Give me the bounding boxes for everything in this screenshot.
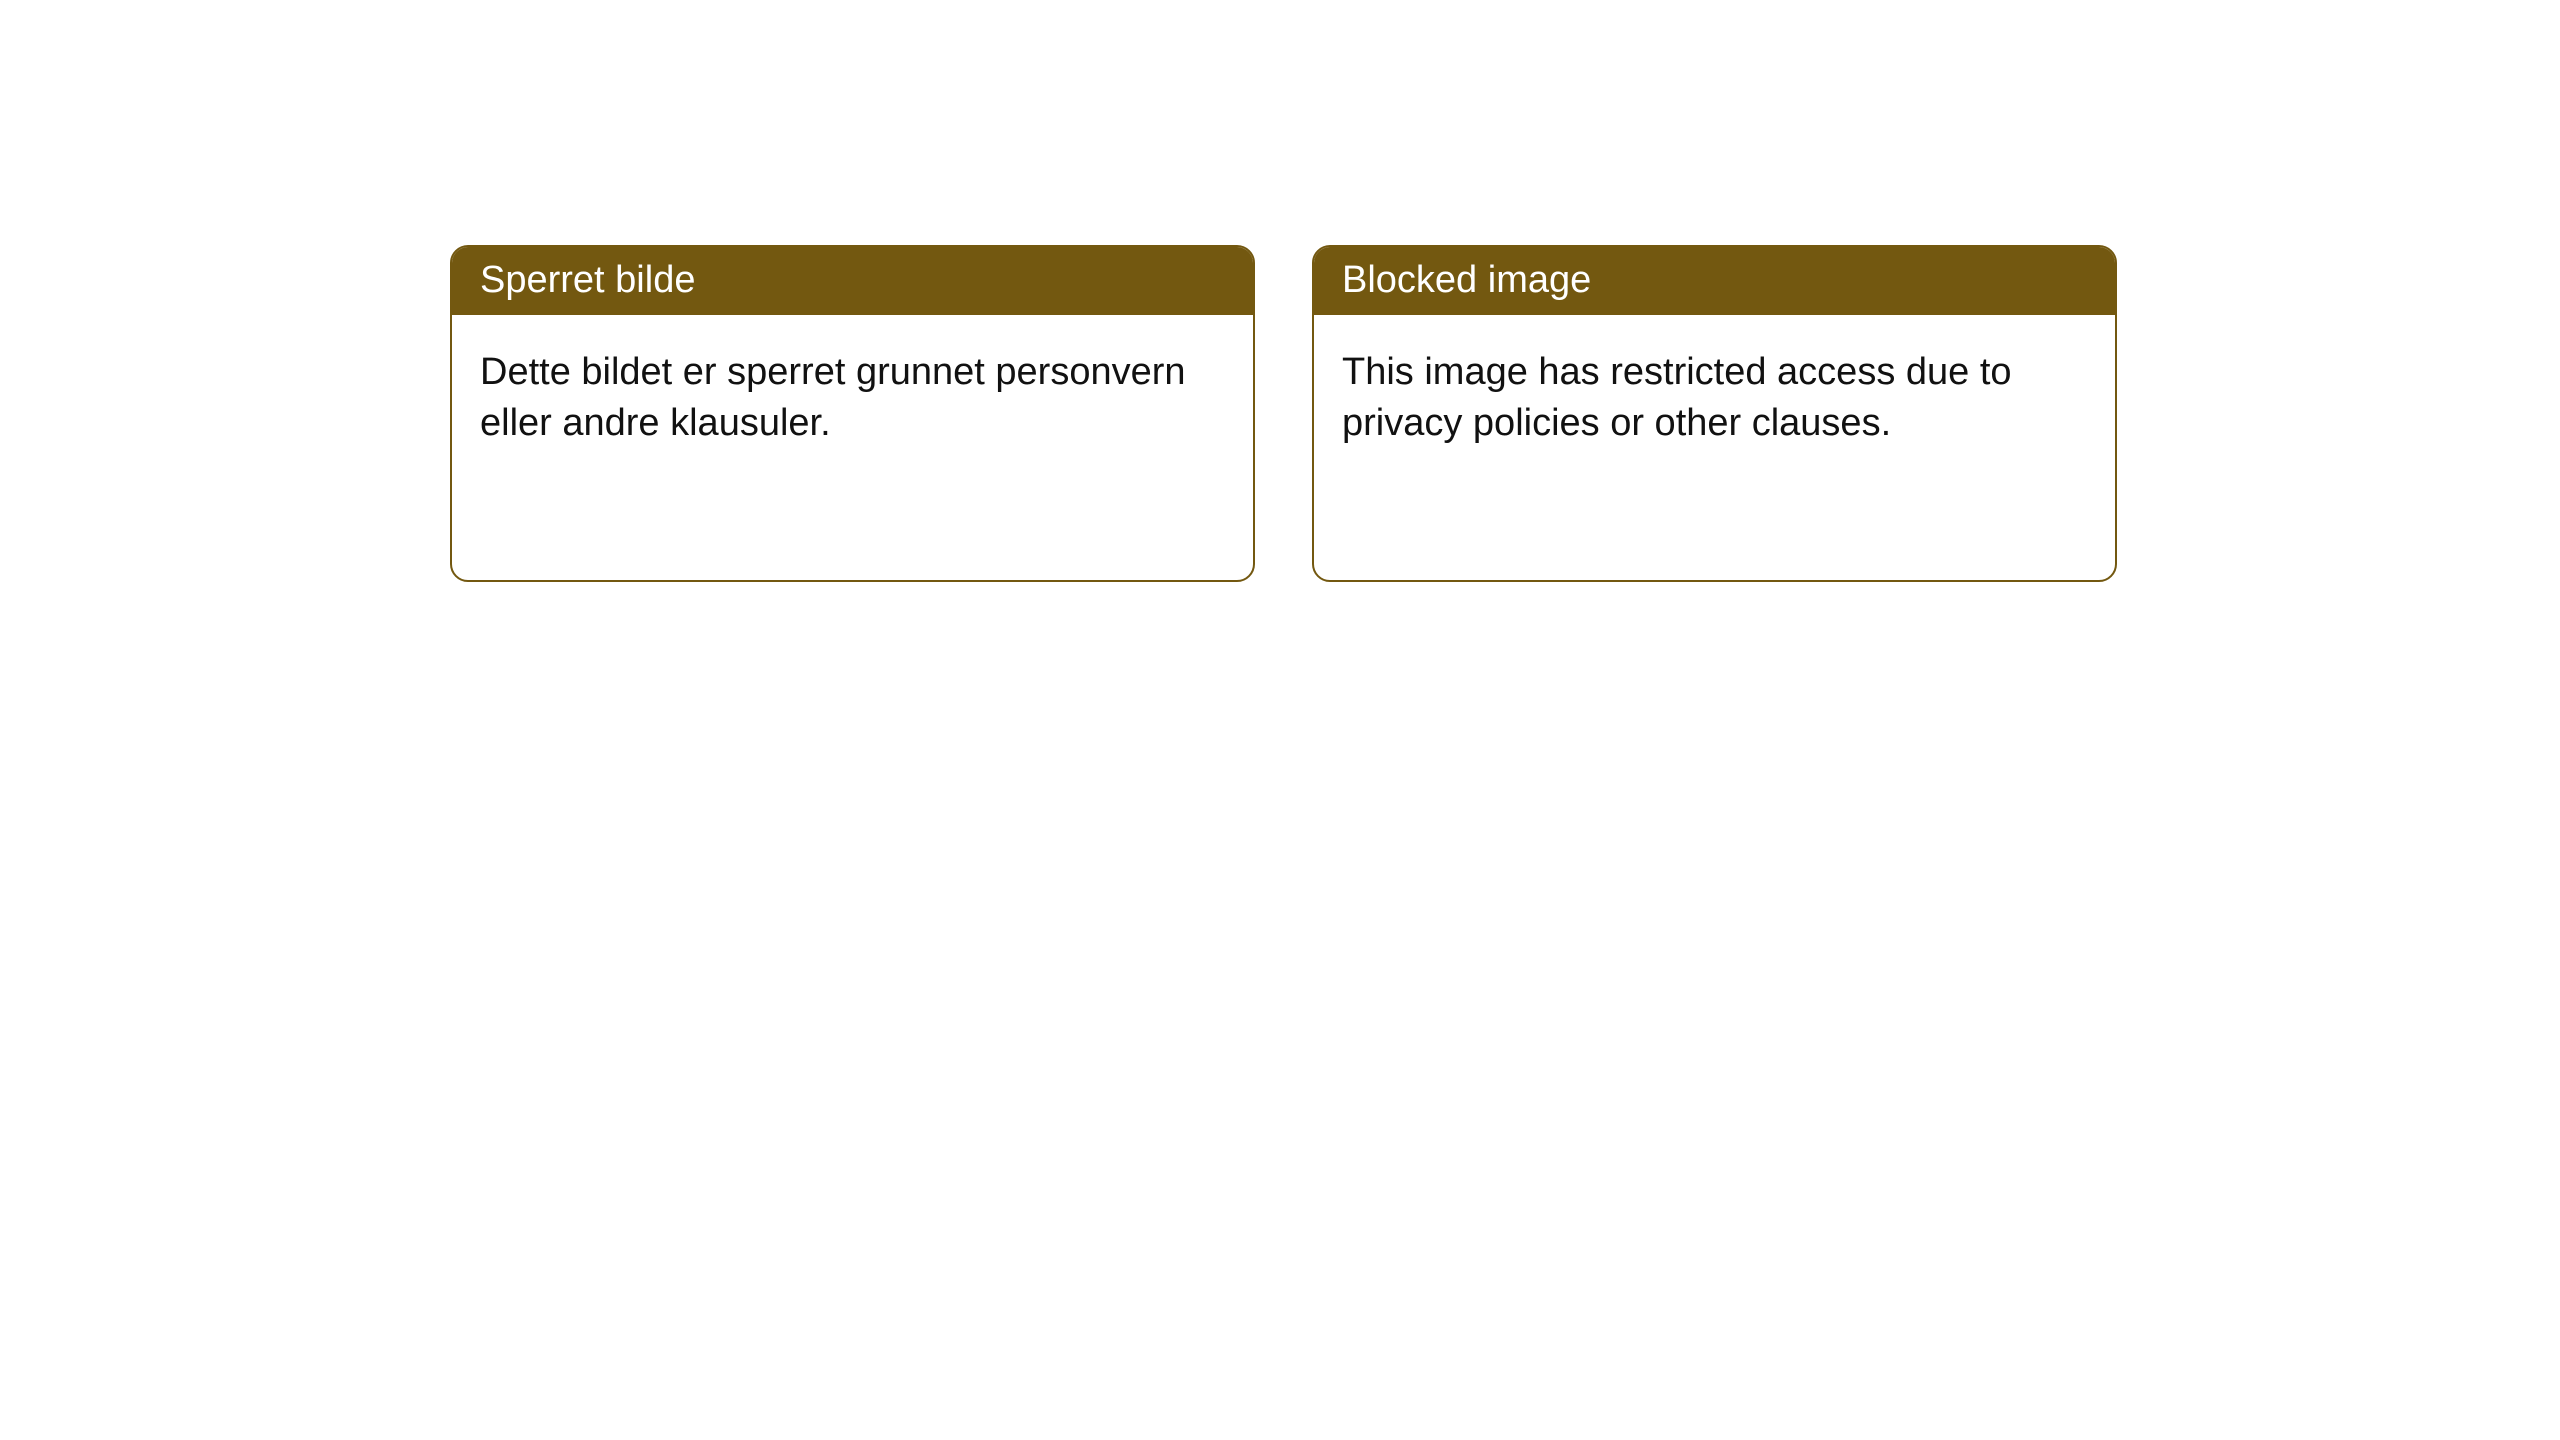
notice-card-header: Sperret bilde — [452, 247, 1253, 315]
notice-card-text: This image has restricted access due to … — [1342, 351, 2012, 444]
notice-card-header: Blocked image — [1314, 247, 2115, 315]
notice-card-en: Blocked image This image has restricted … — [1312, 245, 2117, 582]
notice-card-title: Sperret bilde — [480, 259, 695, 301]
notice-card-title: Blocked image — [1342, 259, 1591, 301]
notice-card-no: Sperret bilde Dette bildet er sperret gr… — [450, 245, 1255, 582]
notice-container: Sperret bilde Dette bildet er sperret gr… — [0, 0, 2560, 582]
notice-card-body: This image has restricted access due to … — [1314, 315, 2115, 478]
notice-card-text: Dette bildet er sperret grunnet personve… — [480, 351, 1186, 444]
notice-card-body: Dette bildet er sperret grunnet personve… — [452, 315, 1253, 478]
